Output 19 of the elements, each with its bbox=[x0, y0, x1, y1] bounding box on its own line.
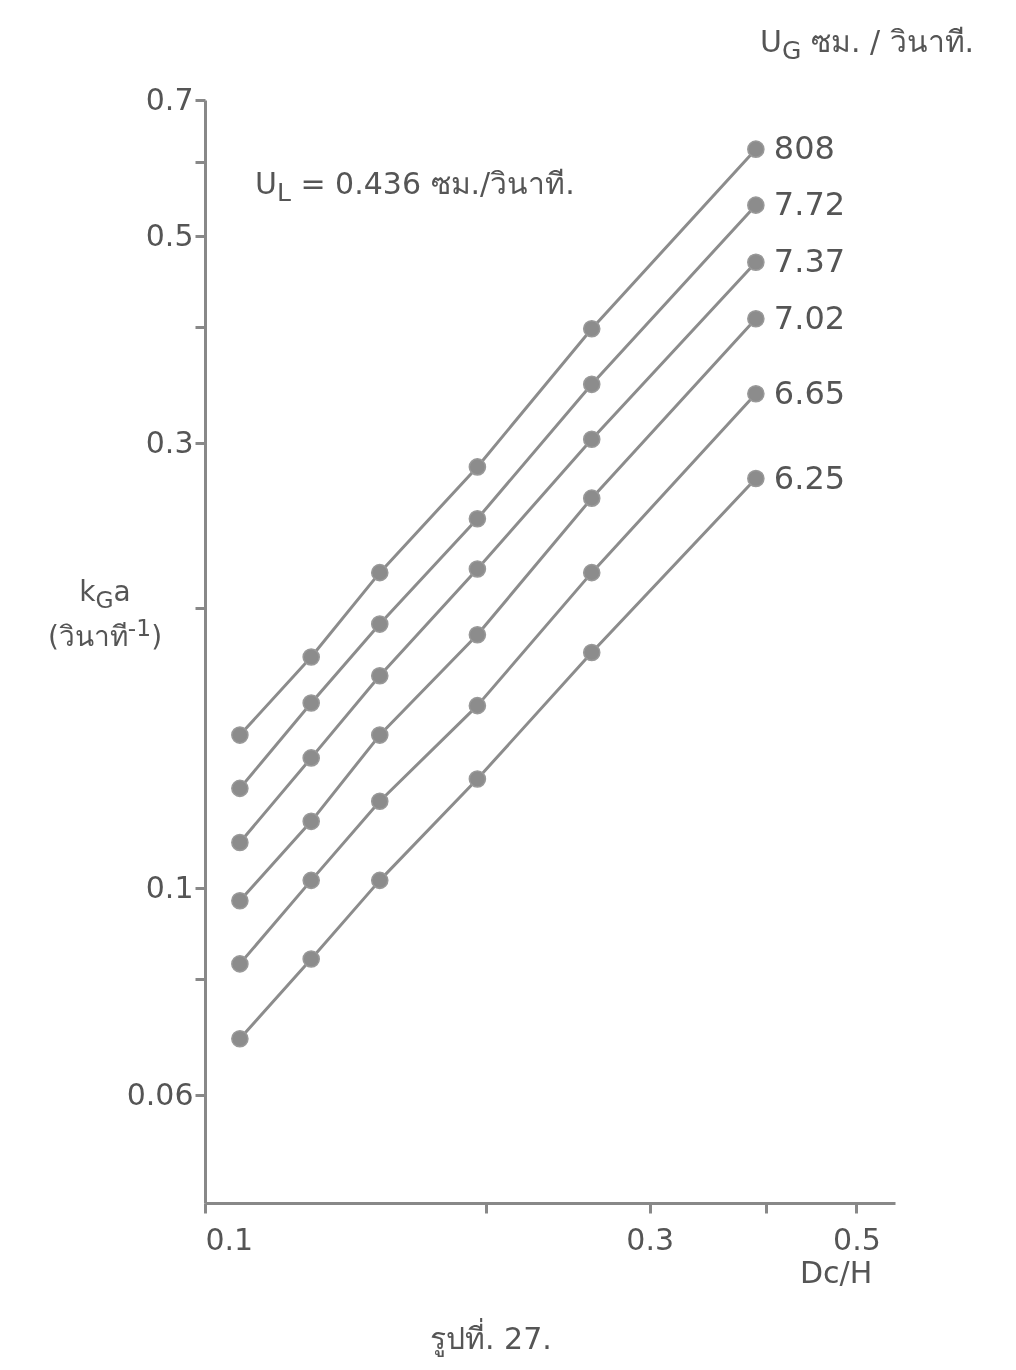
series-label: 6.65 bbox=[773, 373, 846, 412]
legend-title: U$_{G}$ ซม. / วินาที. bbox=[760, 23, 975, 65]
x-tick-label: 0.5 bbox=[833, 1221, 881, 1257]
y-tick-label: 0.3 bbox=[145, 424, 194, 460]
y-tick-label: 0.7 bbox=[145, 81, 194, 117]
series-label: 7.72 bbox=[773, 185, 846, 224]
series-label: 6.25 bbox=[773, 458, 846, 497]
annotation: U$_{L}$ = 0.436 ซม./วินาที. bbox=[255, 165, 575, 207]
x-tick-label: 0.1 bbox=[205, 1221, 254, 1257]
series-label: 808 bbox=[773, 129, 835, 168]
series-label: 7.37 bbox=[773, 242, 846, 281]
text: รูปที่. 27. bbox=[430, 1317, 552, 1359]
y-tick-label: 0.06 bbox=[126, 1076, 194, 1112]
y-tick-label: 0.5 bbox=[145, 217, 194, 253]
x-tick-label: 0.3 bbox=[626, 1221, 675, 1257]
series-label: 7.02 bbox=[773, 298, 846, 337]
y-tick-label: 0.1 bbox=[145, 869, 194, 905]
x-axis-title: Dc/H bbox=[800, 1255, 873, 1290]
y-axis-title: k$_{G}$a (วินาที$^{-1}$) bbox=[46, 575, 164, 655]
